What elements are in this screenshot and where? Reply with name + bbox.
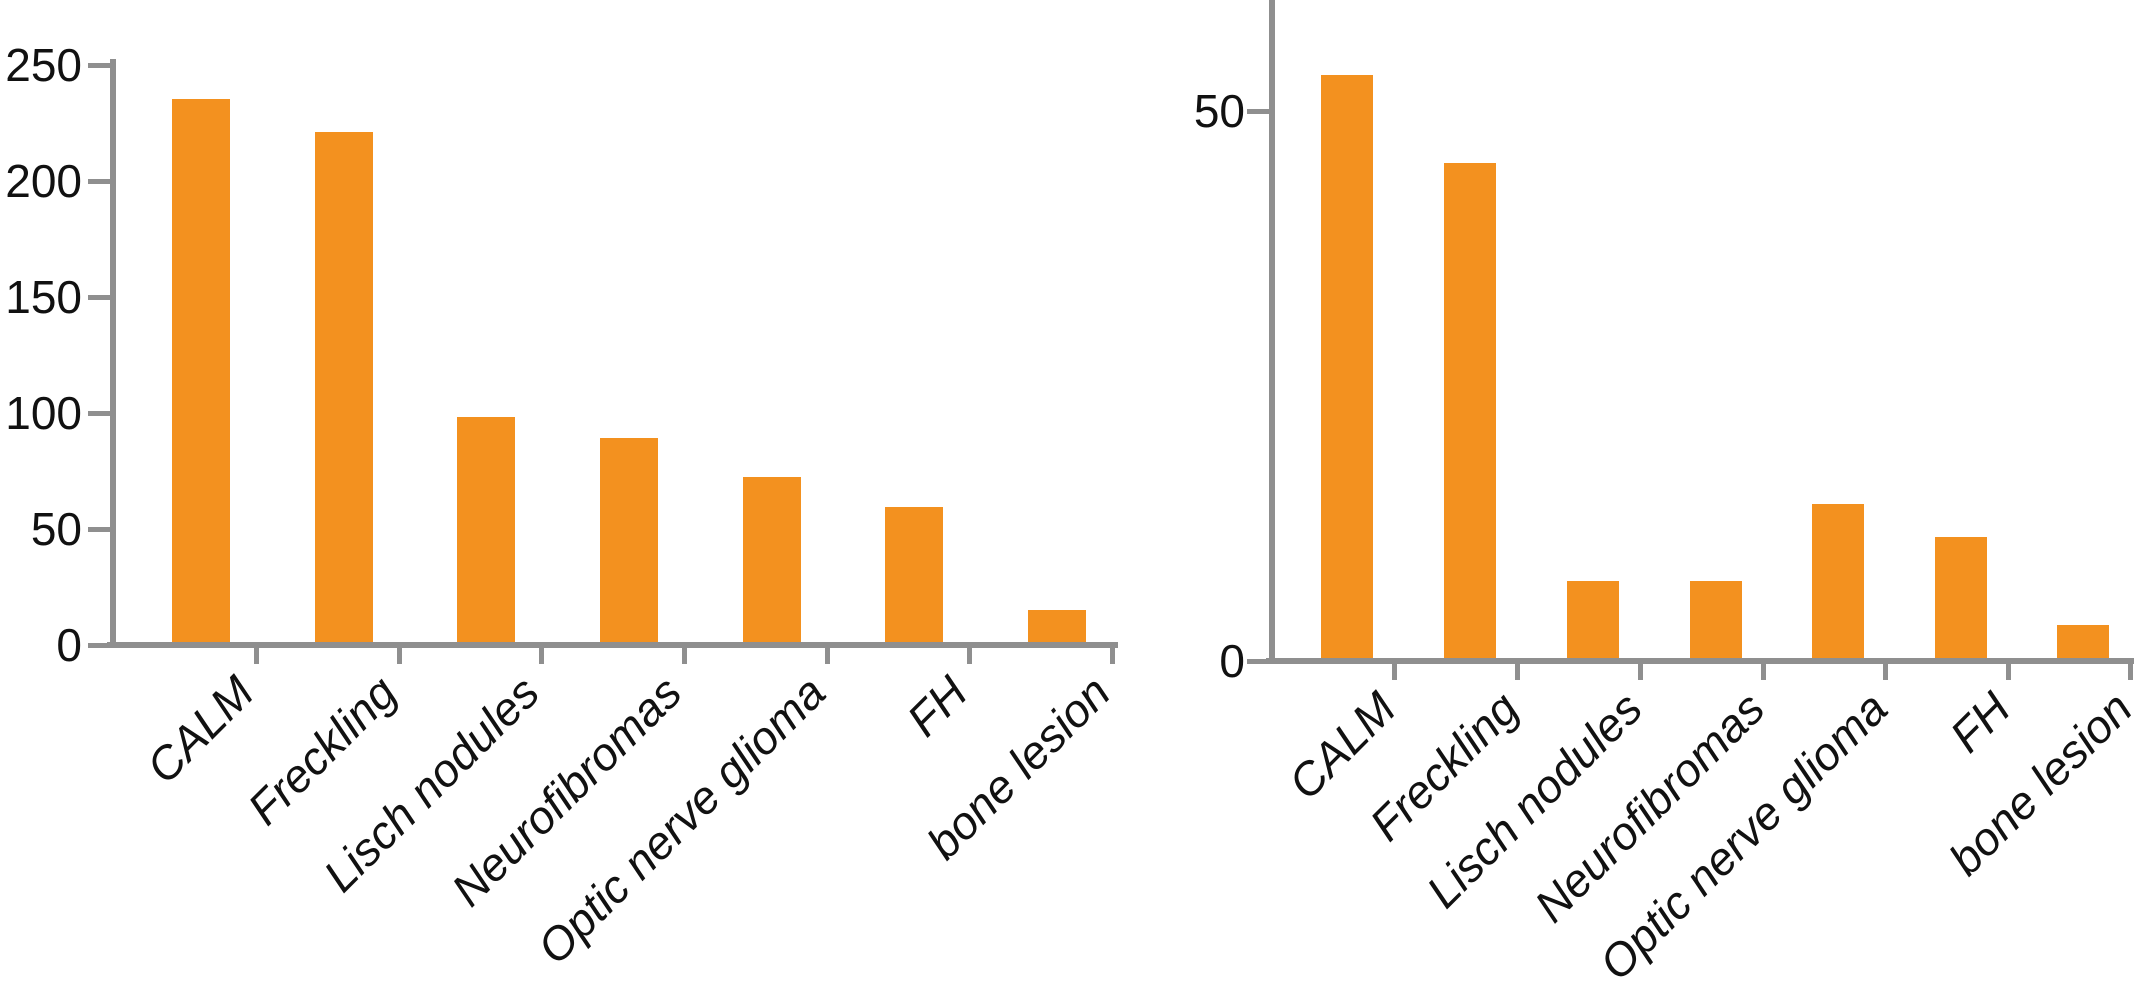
y-tick (1247, 108, 1269, 114)
y-axis-line (1269, 0, 1275, 664)
y-tick (88, 294, 110, 300)
x-tick (2005, 664, 2011, 680)
y-axis-line (110, 59, 116, 648)
bar-freckling (1444, 163, 1496, 658)
bar-lisch-nodules (1567, 581, 1619, 658)
y-tick-label: 50 (1193, 85, 1245, 137)
bar-optic-nerve-glioma (743, 477, 801, 642)
y-tick (88, 526, 110, 532)
y-tick-label: 0 (56, 619, 82, 671)
bar-fh (1935, 537, 1987, 658)
x-tick (2127, 664, 2133, 680)
x-tick (1109, 648, 1115, 664)
x-axis-line (1266, 658, 2134, 664)
x-tick (538, 648, 544, 664)
x-tick (396, 648, 402, 664)
x-tick (966, 648, 972, 664)
y-tick (88, 178, 110, 184)
y-tick (88, 410, 110, 416)
y-tick (88, 62, 110, 68)
x-tick (1391, 664, 1397, 680)
x-tick (1882, 664, 1888, 680)
bar-calm (172, 99, 230, 642)
bar-neurofibromas (600, 438, 658, 642)
bar-optic-nerve-glioma (1812, 504, 1864, 658)
bar-bone-lesion (2057, 625, 2109, 658)
y-tick-label: 150 (5, 271, 82, 323)
x-tick (1637, 664, 1643, 680)
x-category-label: FH (1939, 681, 2020, 763)
bar-fh (885, 507, 943, 642)
y-tick-label: 200 (5, 155, 82, 207)
bar-freckling (315, 132, 373, 642)
x-tick (253, 648, 259, 664)
y-tick (88, 642, 110, 648)
bar-lisch-nodules (457, 417, 515, 642)
x-tick (824, 648, 830, 664)
x-tick (681, 648, 687, 664)
bar-neurofibromas (1690, 581, 1742, 658)
bar-calm (1321, 75, 1373, 658)
y-tick-label: 0 (1219, 635, 1245, 687)
y-tick (1247, 658, 1269, 664)
bar-bone-lesion (1028, 610, 1086, 642)
y-tick-label: 250 (5, 39, 82, 91)
x-tick (1514, 664, 1520, 680)
y-tick-label: 100 (5, 387, 82, 439)
y-tick-label: 50 (30, 503, 82, 555)
x-tick (1760, 664, 1766, 680)
x-axis-line (107, 642, 1118, 648)
